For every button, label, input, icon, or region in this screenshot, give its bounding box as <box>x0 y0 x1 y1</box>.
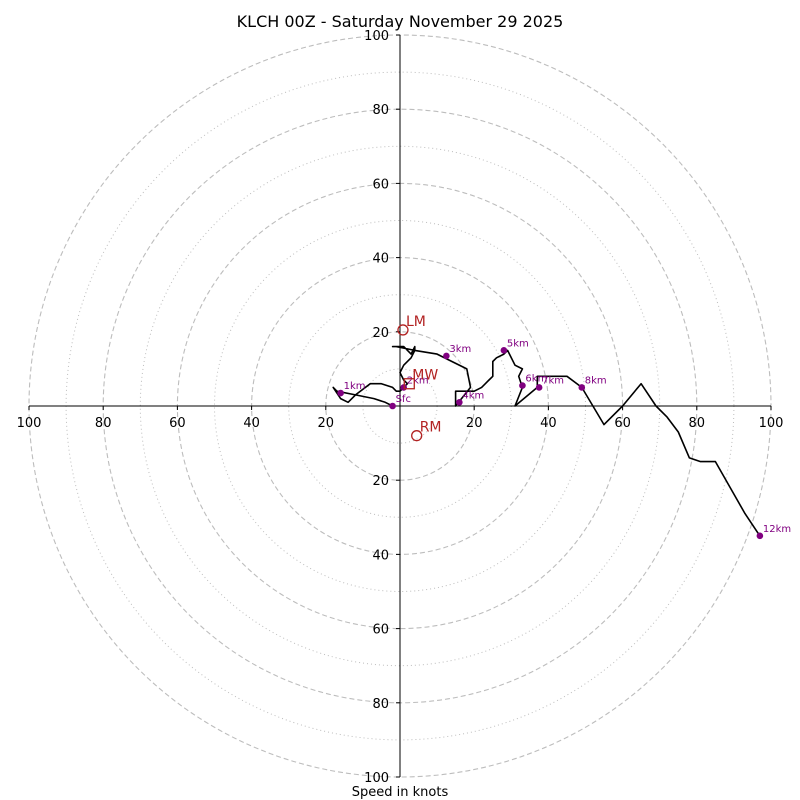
height-label-8km: 8km <box>585 375 607 386</box>
height-label-4km: 4km <box>462 390 484 401</box>
tick-labels: 100 80 60 40 20 20 40 60 80 100 100 80 60 40 20 20 40 60 8… <box>17 29 784 786</box>
x-tick-label: 20 <box>466 416 483 431</box>
height-label-Sfc: Sfc <box>396 394 411 405</box>
y-tick-label: 80 <box>372 103 389 118</box>
height-label-3km: 3km <box>449 344 471 355</box>
x-tick-label: 40 <box>540 416 557 431</box>
height-marker-7km <box>535 384 543 391</box>
height-label-1km: 1km <box>344 381 366 392</box>
height-marker-6km <box>519 382 526 389</box>
height-label-12km: 12km <box>763 524 791 535</box>
y-tick-label: 100 <box>364 771 389 786</box>
y-tick-label: 20 <box>372 474 389 489</box>
x-tick-label: 80 <box>689 416 706 431</box>
y-tick-label: 40 <box>372 252 389 267</box>
storm-motion-marker-RM <box>411 430 423 442</box>
height-marker-3km <box>443 352 450 360</box>
storm-motion-label-LM: LM <box>406 314 426 330</box>
y-tick-label: 100 <box>364 29 389 44</box>
height-marker-1km <box>337 389 344 397</box>
y-tick-label: 20 <box>372 326 389 341</box>
height-marker-12km <box>756 532 764 540</box>
height-marker-Sfc <box>389 402 396 410</box>
profile-line <box>332 345 761 537</box>
height-marker-5km <box>500 347 508 354</box>
x-tick-label: 60 <box>169 416 186 431</box>
height-label-7km: 7km <box>542 375 564 386</box>
wind-profile <box>332 345 761 537</box>
storm-motion-markers: LM MW RM <box>397 314 442 442</box>
y-tick-label: 60 <box>372 623 389 638</box>
chart-title: KLCH 00Z - Saturday November 29 2025 <box>237 12 564 31</box>
x-tick-label: 80 <box>95 416 112 431</box>
x-tick-label: 100 <box>17 416 42 431</box>
height-marker-4km <box>456 398 463 406</box>
storm-motion-label-MW: MW <box>412 368 438 384</box>
storm-motion-marker-LM <box>397 324 409 336</box>
storm-motion-marker-MW <box>403 378 415 390</box>
axes <box>29 35 771 777</box>
height-label-2km: 2km <box>407 375 429 386</box>
x-axis-label: Speed in knots <box>352 785 449 800</box>
height-label-5km: 5km <box>507 338 529 349</box>
height-marker-8km <box>578 384 586 391</box>
x-tick-label: 60 <box>614 416 631 431</box>
x-tick-label: 40 <box>243 416 260 431</box>
x-tick-label: 100 <box>759 416 784 431</box>
height-label-6km: 6km <box>525 374 547 385</box>
y-tick-label: 80 <box>372 697 389 712</box>
y-tick-label: 40 <box>372 548 389 563</box>
storm-motion-label-RM: RM <box>420 420 442 436</box>
y-tick-label: 60 <box>372 177 389 192</box>
x-tick-label: 20 <box>318 416 335 431</box>
